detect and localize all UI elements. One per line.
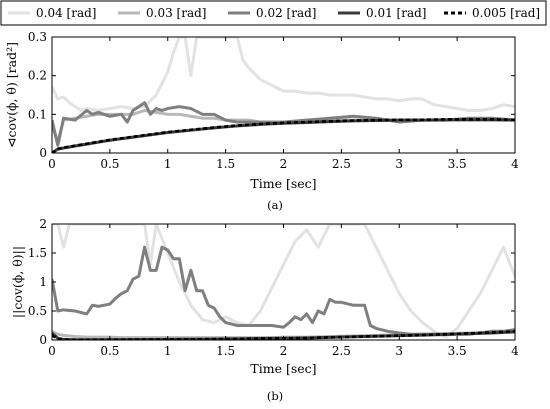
y-tick-label: 0.5 — [28, 304, 47, 318]
legend: 0.04 [rad] 0.03 [rad] 0.02 [rad] 0.01 [rad]… — [0, 0, 547, 26]
y-tick-label: 0.1 — [28, 107, 47, 121]
y-axis-label: ||cov(ϕ, θ)|| — [10, 246, 25, 318]
plot-frame — [51, 223, 516, 341]
x-tick-label: 1.5 — [216, 157, 235, 171]
series-line-0.04 — [52, 224, 515, 339]
panel-a: 0 0.5 1 1.5 2 2.5 3 3.5 4 0 0.1 0.2 0.3 Time [sec] ⊲co… — [4, 30, 519, 212]
series-line-0.04 — [52, 37, 515, 112]
plot-frame — [51, 36, 516, 154]
x-tick-label: 2.5 — [332, 344, 351, 358]
panel-label: (a) — [267, 198, 283, 212]
x-tick-label: 4 — [511, 157, 519, 171]
x-tick-label: 2.5 — [332, 157, 351, 171]
legend-entry-label: 0.02 [rad] — [256, 6, 316, 20]
y-tick-label: 0.3 — [28, 30, 47, 44]
x-tick-label: 0.5 — [100, 157, 119, 171]
y-axis-label: ⊲cov(ϕ, θ) [rad²] — [4, 42, 19, 148]
x-tick-label: 4 — [511, 344, 519, 358]
x-tick-label: 0 — [48, 157, 56, 171]
series-group — [52, 37, 515, 153]
series-line-0.005 — [52, 118, 515, 153]
x-tick-label: 3 — [395, 157, 403, 171]
x-axis-label: Time [sec] — [250, 176, 316, 191]
legend-entry-label: 0.005 [rad] — [472, 6, 540, 20]
legend-entry-label: 0.01 [rad] — [366, 6, 426, 20]
legend-box — [0, 0, 547, 26]
panel-label: (b) — [267, 389, 283, 403]
x-tick-label: 3.5 — [448, 157, 467, 171]
y-tick-label: 2 — [39, 217, 47, 231]
legend-entry-label: 0.04 [rad] — [36, 6, 96, 20]
x-tick-label: 2 — [280, 344, 288, 358]
x-tick-label: 1.5 — [216, 344, 235, 358]
y-tick-label: 0.2 — [28, 69, 47, 83]
legend-entry-label: 0.03 [rad] — [146, 6, 206, 20]
x-tick-label: 1 — [164, 344, 172, 358]
x-tick-label: 2 — [280, 157, 288, 171]
series-group — [52, 224, 515, 340]
panel-b: 0 0.5 1 1.5 2 2.5 3 3.5 4 0 0.5 1 1.5 2 Time [sec] ||co… — [10, 217, 519, 403]
x-tick-label: 1 — [164, 157, 172, 171]
y-tick-label: 1.5 — [28, 246, 47, 260]
x-tick-label: 3 — [395, 344, 403, 358]
y-tick-label: 0 — [39, 333, 47, 347]
x-tick-label: 3.5 — [448, 344, 467, 358]
x-tick-label: 0 — [48, 344, 56, 358]
x-axis-label: Time [sec] — [250, 361, 316, 376]
y-tick-label: 0 — [39, 146, 47, 160]
series-line-0.02 — [52, 245, 515, 336]
series-line-0.005 — [52, 330, 515, 340]
x-tick-label: 0.5 — [100, 344, 119, 358]
y-tick-label: 1 — [39, 275, 47, 289]
series-line-0.01 — [52, 118, 515, 153]
